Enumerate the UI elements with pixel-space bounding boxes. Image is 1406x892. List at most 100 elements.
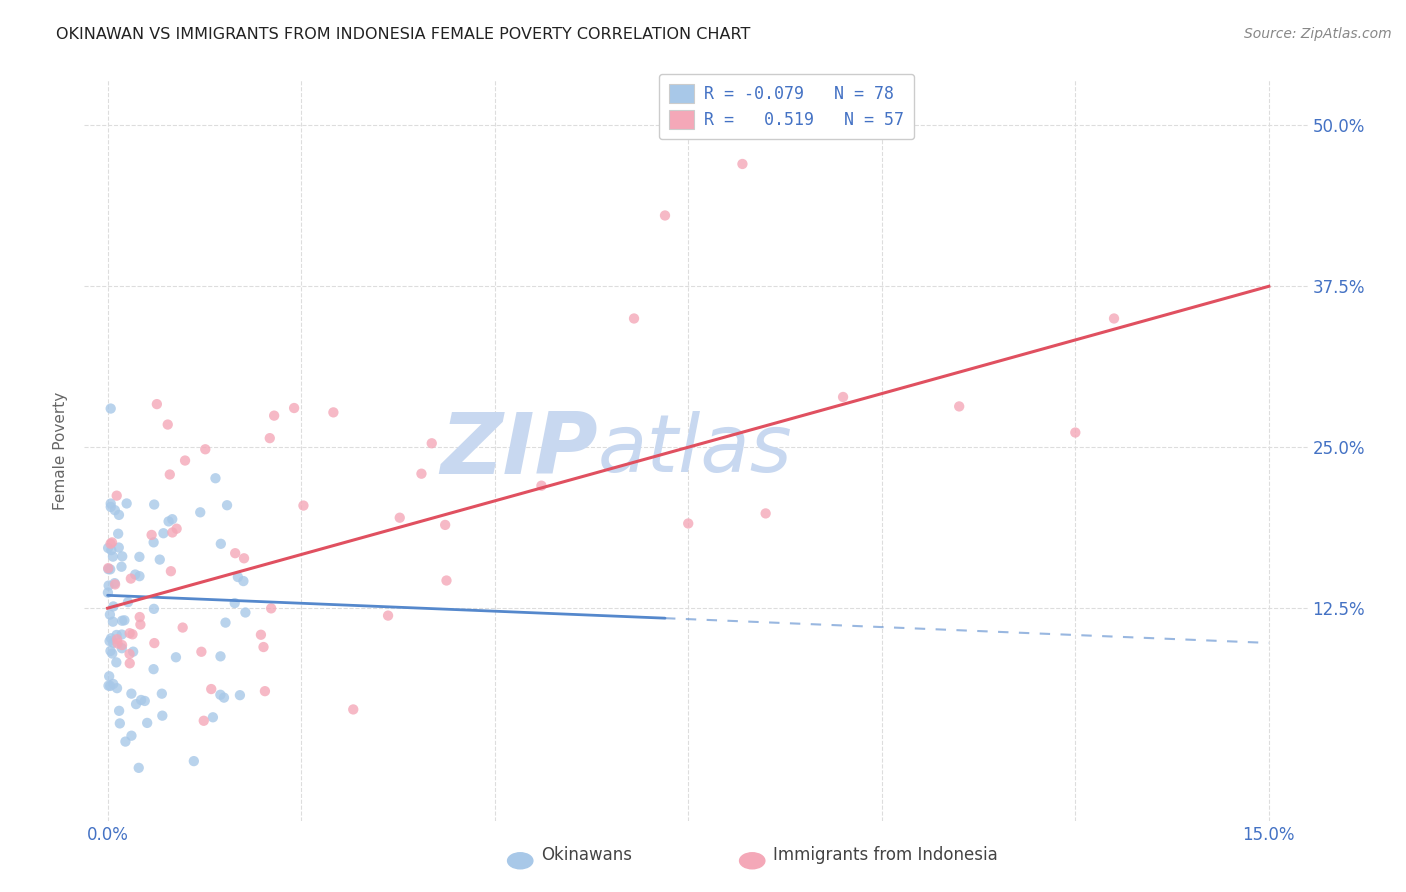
Point	[209, 688, 232, 702]
Point	[104, 503, 127, 517]
Point	[128, 610, 150, 624]
Point	[115, 496, 138, 510]
Point	[98, 669, 121, 683]
Point	[97, 561, 120, 575]
Point	[97, 679, 120, 693]
Point	[1064, 425, 1087, 440]
Point	[530, 478, 553, 492]
Point	[165, 650, 187, 665]
Point	[209, 537, 232, 551]
Point	[150, 708, 173, 723]
Point	[108, 716, 131, 731]
Point	[260, 601, 283, 615]
Point	[111, 614, 134, 628]
Point	[121, 627, 143, 641]
Point	[166, 522, 188, 536]
Point	[194, 442, 217, 457]
Point	[111, 641, 134, 656]
Point	[120, 572, 142, 586]
Point	[105, 681, 128, 695]
Point	[111, 638, 134, 652]
Point	[152, 526, 174, 541]
Point	[235, 606, 257, 620]
Point	[654, 209, 676, 223]
Point	[159, 467, 181, 482]
Point	[224, 546, 246, 560]
Point	[226, 570, 249, 584]
Point	[100, 401, 122, 416]
Point	[832, 390, 855, 404]
Point	[201, 710, 224, 724]
Point	[98, 607, 121, 622]
Point	[157, 515, 180, 529]
Point	[150, 687, 173, 701]
Point	[232, 574, 254, 588]
Point	[134, 694, 156, 708]
Point	[98, 562, 121, 576]
Point	[104, 576, 127, 591]
Point	[731, 157, 754, 171]
Point	[111, 549, 134, 564]
Point	[388, 510, 411, 524]
Legend: R = -0.079   N = 78, R =   0.519   N = 57: R = -0.079 N = 78, R = 0.519 N = 57	[659, 74, 914, 139]
Point	[229, 688, 252, 702]
Point	[233, 551, 256, 566]
Point	[188, 505, 211, 519]
Point	[676, 516, 699, 531]
Point	[97, 585, 120, 599]
Point	[193, 714, 215, 728]
Point	[100, 497, 122, 511]
Point	[107, 526, 129, 541]
Point	[110, 559, 132, 574]
Point	[122, 645, 145, 659]
Point	[224, 596, 246, 610]
Point	[97, 562, 120, 576]
Point	[129, 617, 152, 632]
Point	[142, 602, 165, 616]
Point	[172, 621, 194, 635]
Point	[623, 311, 645, 326]
Point	[128, 549, 150, 564]
Point	[322, 405, 344, 419]
Point	[162, 525, 184, 540]
Y-axis label: Female Poverty: Female Poverty	[53, 392, 69, 509]
Text: ZIP: ZIP	[440, 409, 598, 492]
Point	[108, 704, 131, 718]
Point	[342, 702, 364, 716]
Point	[411, 467, 433, 481]
Point	[162, 512, 184, 526]
Point	[100, 543, 122, 558]
Point	[377, 608, 399, 623]
Point	[98, 634, 121, 648]
Point	[948, 400, 970, 414]
Point	[142, 535, 165, 549]
Point	[108, 508, 131, 522]
Text: Okinawans: Okinawans	[541, 847, 633, 864]
Point	[253, 684, 276, 698]
Point	[107, 541, 129, 555]
Point	[200, 681, 222, 696]
Point	[101, 535, 124, 549]
Point	[156, 417, 179, 432]
Point	[190, 645, 212, 659]
Point	[120, 729, 142, 743]
Point	[209, 649, 232, 664]
Point	[142, 662, 165, 676]
Point	[204, 471, 226, 485]
Point	[100, 632, 122, 646]
Point	[125, 697, 148, 711]
Point	[283, 401, 305, 415]
Point	[215, 498, 238, 512]
Point	[143, 498, 166, 512]
Point	[755, 507, 778, 521]
Point	[117, 595, 139, 609]
Point	[114, 734, 136, 748]
Point	[146, 397, 169, 411]
Point	[250, 628, 273, 642]
Point	[436, 574, 458, 588]
Point	[174, 453, 197, 467]
Point	[212, 690, 235, 705]
Point	[160, 564, 183, 578]
Point	[214, 615, 236, 630]
Point	[141, 528, 163, 542]
